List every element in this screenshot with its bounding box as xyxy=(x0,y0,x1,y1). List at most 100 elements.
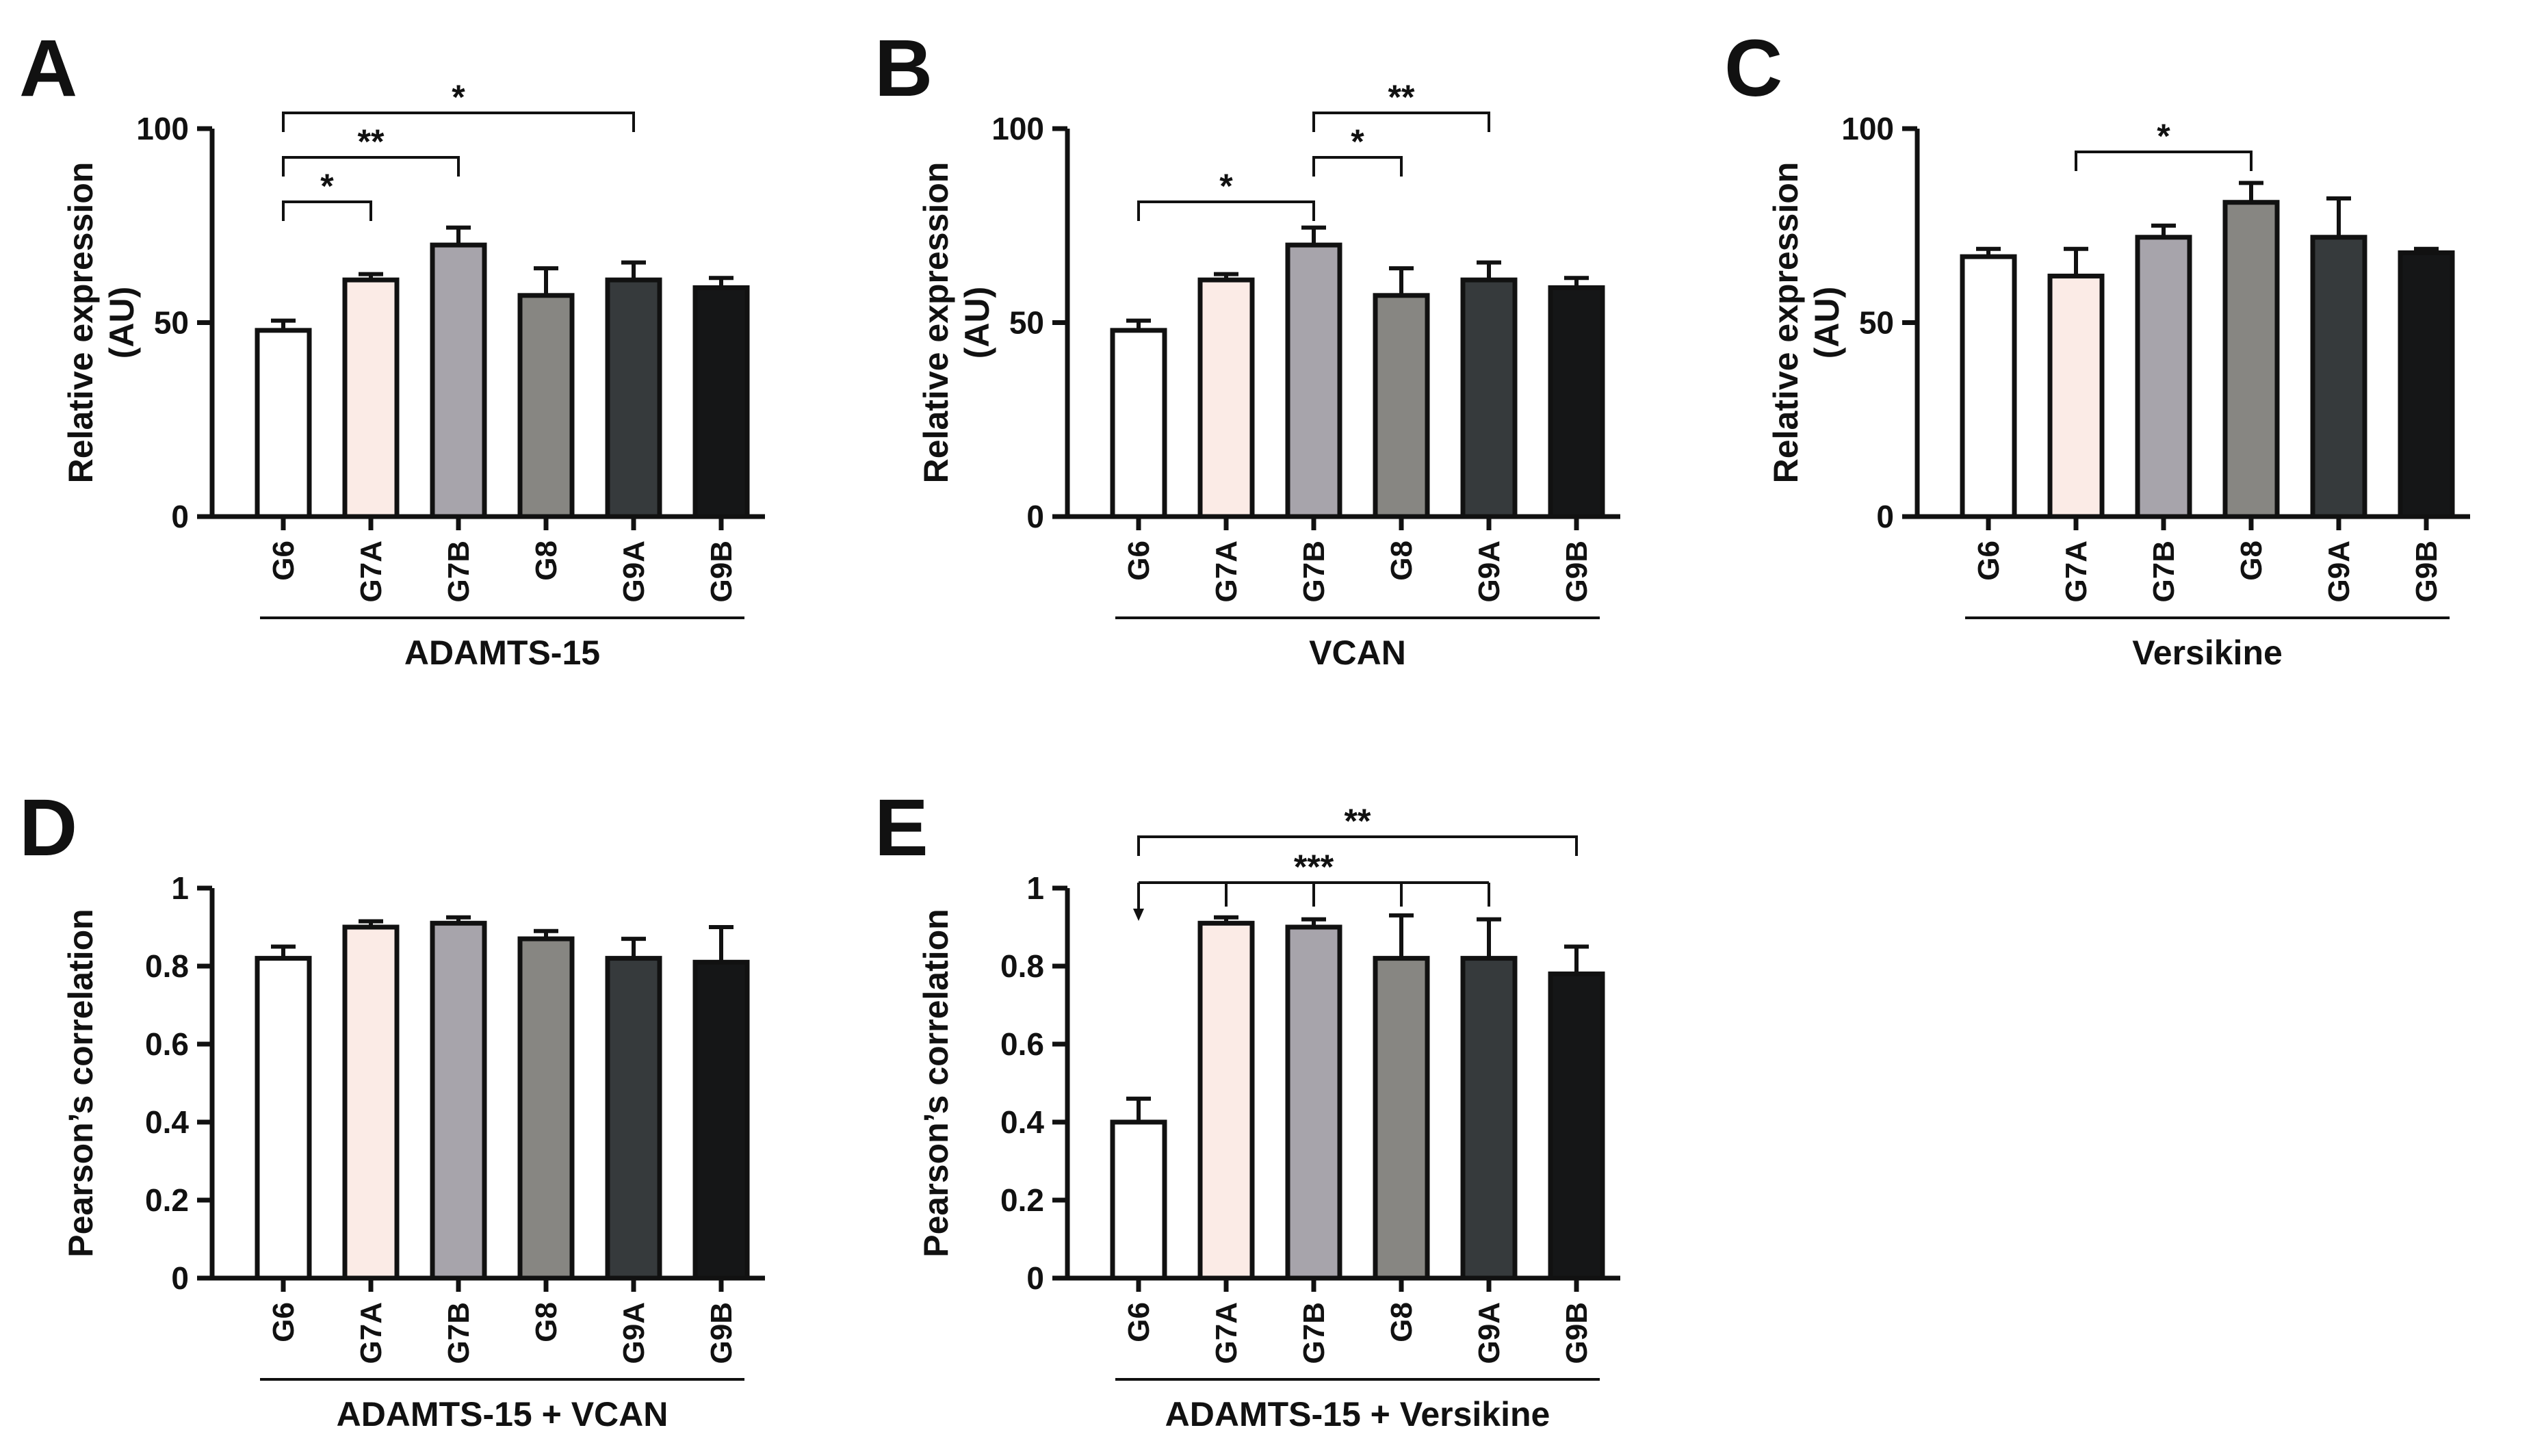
bar-g6 xyxy=(1110,1119,1167,1281)
chart-d: 0 0.2 0.4 0.6 0.8 1 G6 G7A G7B G8 G9A G9B ADAMTS-15 … xyxy=(62,870,765,1433)
chart-e: 0 0.2 0.4 0.6 0.8 1 G6 G7A G7B G8 G9A G9B ADAMTS-15 … xyxy=(917,802,1620,1433)
bar-g9b xyxy=(2398,250,2455,519)
bar-g6 xyxy=(1110,328,1167,519)
significance-label: ** xyxy=(358,122,385,161)
bar-g6 xyxy=(255,956,312,1281)
bar-g8 xyxy=(1373,293,1430,519)
significance-label: * xyxy=(2157,117,2170,155)
x-tick-label: G9A xyxy=(1472,1302,1506,1364)
y-tick-label: 0 xyxy=(1026,499,1044,534)
significance-bracket xyxy=(282,156,460,177)
bar-g7a xyxy=(2047,273,2105,519)
significance-bracket xyxy=(2075,151,2253,171)
y-tick-label: 0.6 xyxy=(1000,1026,1044,1062)
y-tick-label: 0.2 xyxy=(1000,1182,1044,1218)
x-axis-title: VCAN xyxy=(1309,634,1406,672)
x-tick-label: G9A xyxy=(2322,541,2356,602)
y-axis-title-unit: (AU) xyxy=(1808,287,1846,359)
y-tick-label: 0.8 xyxy=(145,948,189,984)
y-tick-label: 0 xyxy=(1026,1260,1044,1296)
significance-bracket xyxy=(1312,112,1490,132)
x-tick-label: G7A xyxy=(1210,1302,1243,1364)
bar-g7a xyxy=(1197,920,1255,1281)
y-axis-title-unit: (AU) xyxy=(103,287,141,359)
x-tick-label: G8 xyxy=(530,1302,563,1342)
x-tick-label: G6 xyxy=(267,541,300,581)
y-axis-title: Relative expression xyxy=(62,162,100,484)
bar-g9b xyxy=(1548,285,1605,519)
y-tick-label: 100 xyxy=(136,111,189,146)
bar-g9a xyxy=(605,277,662,519)
x-axis-title: ADAMTS-15 xyxy=(404,634,600,672)
significance-bracket xyxy=(282,200,372,221)
y-tick-label: 50 xyxy=(1859,305,1894,341)
bar-g8 xyxy=(2222,200,2280,519)
bar-g8 xyxy=(517,936,575,1281)
x-tick-label: G8 xyxy=(2235,541,2268,581)
x-tick-label: G7A xyxy=(354,541,388,602)
y-tick-label: 0 xyxy=(171,1260,189,1296)
bar-g7a xyxy=(342,277,400,519)
bar-g7a xyxy=(1197,277,1255,519)
bar-g9a xyxy=(1460,277,1518,519)
y-axis-title-unit: (AU) xyxy=(958,287,996,359)
y-tick-label: 0.6 xyxy=(145,1026,189,1062)
bar-g6 xyxy=(1960,254,2017,519)
y-tick-label: 0.4 xyxy=(1000,1104,1044,1140)
x-tick-label: G9B xyxy=(705,1302,738,1364)
x-tick-label: G6 xyxy=(1972,541,2006,581)
y-tick-label: 50 xyxy=(154,305,189,341)
y-axis-title: Relative expression xyxy=(1767,162,1805,484)
x-tick-label: G9A xyxy=(617,541,651,602)
panel-letter-d: D xyxy=(19,783,77,873)
x-tick-label: G7A xyxy=(2060,541,2093,602)
significance-bracket xyxy=(282,112,635,132)
x-tick-label: G9A xyxy=(1472,541,1506,602)
x-tick-label: G6 xyxy=(1122,1302,1156,1342)
significance-label: ** xyxy=(1345,802,1371,840)
y-axis-title: Pearson’s correlation xyxy=(62,909,100,1257)
panel-letter-a: A xyxy=(19,23,77,114)
y-axis-title: Pearson’s correlation xyxy=(917,909,955,1257)
y-tick-label: 1 xyxy=(1026,870,1044,906)
y-tick-label: 0.8 xyxy=(1000,948,1044,984)
significance-bracket xyxy=(1137,200,1315,221)
x-axis-title: ADAMTS-15 + Versikine xyxy=(1165,1395,1550,1433)
x-tick-label: G7B xyxy=(442,541,476,602)
bar-g9b xyxy=(692,959,750,1281)
x-tick-label: G7B xyxy=(442,1302,476,1364)
x-axis-title: Versikine xyxy=(2132,634,2283,672)
x-tick-label: G9B xyxy=(1560,1302,1594,1364)
x-tick-label: G6 xyxy=(1122,541,1156,581)
x-tick-label: G7B xyxy=(2147,541,2181,602)
significance-label: * xyxy=(1219,167,1233,205)
significance-bracket xyxy=(1137,835,1578,856)
bar-g8 xyxy=(1373,956,1430,1281)
x-tick-label: G9A xyxy=(617,1302,651,1364)
chart-a: 0 50 100 G6 G7A G7B G8 G9A G9B ADAMTS-15 Relative … xyxy=(62,78,765,672)
x-tick-label: G7A xyxy=(1210,541,1243,602)
x-tick-label: G6 xyxy=(267,1302,300,1342)
bar-g6 xyxy=(255,328,312,519)
bar-g9a xyxy=(605,956,662,1281)
chart-b: 0 50 100 G6 G7A G7B G8 G9A G9B VCAN Relative expre… xyxy=(917,78,1620,672)
bar-g7b xyxy=(1285,242,1342,519)
bracket-arrow-head xyxy=(1133,909,1144,921)
bar-g7b xyxy=(1285,924,1342,1281)
x-axis-title: ADAMTS-15 + VCAN xyxy=(337,1395,669,1433)
bar-g7b xyxy=(430,242,487,519)
x-tick-label: G7A xyxy=(354,1302,388,1364)
bar-g8 xyxy=(517,293,575,519)
bar-g9b xyxy=(692,285,750,519)
x-tick-label: G9B xyxy=(2410,541,2443,602)
x-tick-label: G9B xyxy=(705,541,738,602)
y-tick-label: 0 xyxy=(1876,499,1894,534)
significance-label: *** xyxy=(1294,848,1334,886)
x-tick-label: G8 xyxy=(1385,541,1418,581)
panel-b: B 0 50 100 G6 G7A G7B G8 G9A G9B VCAN Relative exp… xyxy=(874,23,1620,672)
significance-label: * xyxy=(320,167,334,205)
bar-g9a xyxy=(2310,235,2367,519)
y-tick-label: 0.4 xyxy=(145,1104,189,1140)
bar-g7b xyxy=(2135,235,2192,519)
